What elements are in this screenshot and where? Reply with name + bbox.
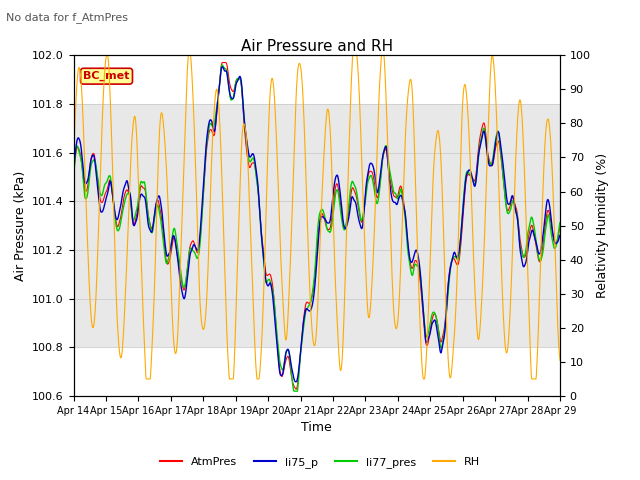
X-axis label: Time: Time (301, 421, 332, 434)
Text: BC_met: BC_met (83, 71, 130, 81)
Text: No data for f_AtmPres: No data for f_AtmPres (6, 12, 129, 23)
Title: Air Pressure and RH: Air Pressure and RH (241, 39, 393, 54)
Y-axis label: Relativity Humidity (%): Relativity Humidity (%) (596, 153, 609, 298)
Y-axis label: Air Pressure (kPa): Air Pressure (kPa) (13, 170, 27, 281)
Bar (74, 104, 560, 348)
Legend: AtmPres, li75_p, li77_pres, RH: AtmPres, li75_p, li77_pres, RH (156, 452, 484, 472)
